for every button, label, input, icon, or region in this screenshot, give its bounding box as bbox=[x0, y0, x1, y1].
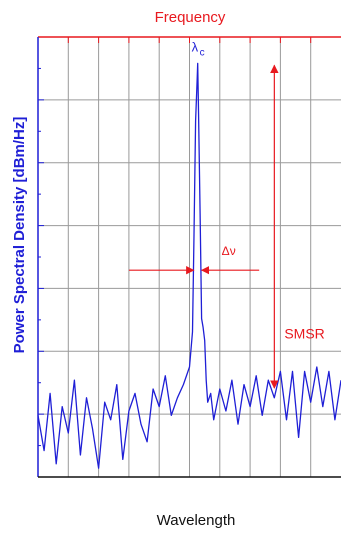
axis-ticks bbox=[38, 37, 312, 447]
annotations-group: λ c Δν SMSR bbox=[128, 39, 325, 389]
spectrum-line-0 bbox=[37, 62, 341, 469]
linewidth-label: Δν bbox=[222, 244, 236, 258]
bottom-axis-label: Wavelength bbox=[157, 512, 236, 529]
grid-lines bbox=[38, 37, 341, 477]
series-group bbox=[37, 62, 341, 469]
y-axis-label: Power Spectral Density [dBm/Hz] bbox=[11, 117, 28, 354]
top-axis-label: Frequency bbox=[155, 9, 226, 26]
peak-label: λ bbox=[192, 39, 199, 54]
smsr-label: SMSR bbox=[284, 325, 324, 341]
peak-label-subscript: c bbox=[200, 47, 205, 58]
